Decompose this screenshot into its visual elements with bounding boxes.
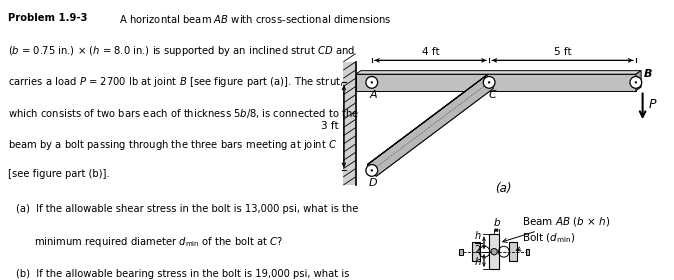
- Text: $h$: $h$: [474, 255, 482, 267]
- Text: A horizontal beam $AB$ with cross-sectional dimensions: A horizontal beam $AB$ with cross-sectio…: [113, 13, 391, 25]
- Text: $P$: $P$: [648, 98, 657, 111]
- Text: (b)  If the allowable bearing stress in the bolt is 19,000 psi, what is: (b) If the allowable bearing stress in t…: [16, 269, 350, 279]
- Circle shape: [630, 76, 642, 88]
- Circle shape: [635, 81, 637, 83]
- Polygon shape: [367, 76, 493, 176]
- Circle shape: [371, 81, 373, 83]
- Polygon shape: [356, 71, 641, 74]
- Bar: [489, 234, 499, 269]
- Text: D: D: [369, 178, 377, 188]
- Circle shape: [488, 81, 490, 83]
- Text: Bolt ($d_\mathrm{min}$): Bolt ($d_\mathrm{min}$): [516, 232, 576, 251]
- Text: minimum required diameter $d_\mathrm{min}$ of the bolt at $C$?: minimum required diameter $d_\mathrm{min…: [34, 235, 283, 249]
- Text: 3 ft: 3 ft: [321, 122, 338, 131]
- Circle shape: [483, 76, 495, 88]
- Circle shape: [366, 165, 377, 176]
- Text: Problem 1.9-3: Problem 1.9-3: [8, 13, 88, 23]
- Bar: [459, 249, 463, 255]
- Polygon shape: [343, 62, 356, 185]
- Text: C: C: [488, 90, 496, 100]
- Polygon shape: [367, 76, 489, 170]
- Text: A: A: [369, 90, 377, 100]
- Text: 5 ft: 5 ft: [553, 47, 572, 57]
- Circle shape: [371, 169, 373, 172]
- Text: which consists of two bars each of thickness 5$b$/8, is connected to the: which consists of two bars each of thick…: [8, 107, 360, 120]
- Polygon shape: [636, 71, 641, 91]
- Circle shape: [491, 249, 497, 255]
- Polygon shape: [372, 83, 493, 176]
- Text: 4 ft: 4 ft: [422, 47, 439, 57]
- Bar: [472, 242, 479, 262]
- Text: B: B: [644, 69, 652, 80]
- Polygon shape: [367, 74, 489, 165]
- Text: beam by a bolt passing through the three bars meeting at joint $C$: beam by a bolt passing through the three…: [8, 138, 337, 152]
- Text: $b$: $b$: [493, 216, 501, 228]
- Bar: [509, 242, 517, 262]
- Text: [see figure part (b)].: [see figure part (b)].: [8, 169, 110, 179]
- Circle shape: [366, 76, 377, 88]
- Text: (a): (a): [495, 182, 512, 195]
- Polygon shape: [356, 74, 636, 91]
- Text: carries a load $P$ = 2700 lb at joint $B$ [see figure part (a)]. The strut,: carries a load $P$ = 2700 lb at joint $B…: [8, 75, 344, 89]
- Text: Beam $AB$ ($b$ × $h$): Beam $AB$ ($b$ × $h$): [503, 215, 611, 242]
- Text: ($b$ = 0.75 in.) × ($h$ = 8.0 in.) is supported by an inclined strut $CD$ and: ($b$ = 0.75 in.) × ($h$ = 8.0 in.) is su…: [8, 44, 355, 58]
- Text: $h$
$\overline{2}$: $h$ $\overline{2}$: [474, 229, 482, 256]
- Text: (a)  If the allowable shear stress in the bolt is 13,000 psi, what is the: (a) If the allowable shear stress in the…: [16, 204, 359, 214]
- Bar: [526, 249, 529, 255]
